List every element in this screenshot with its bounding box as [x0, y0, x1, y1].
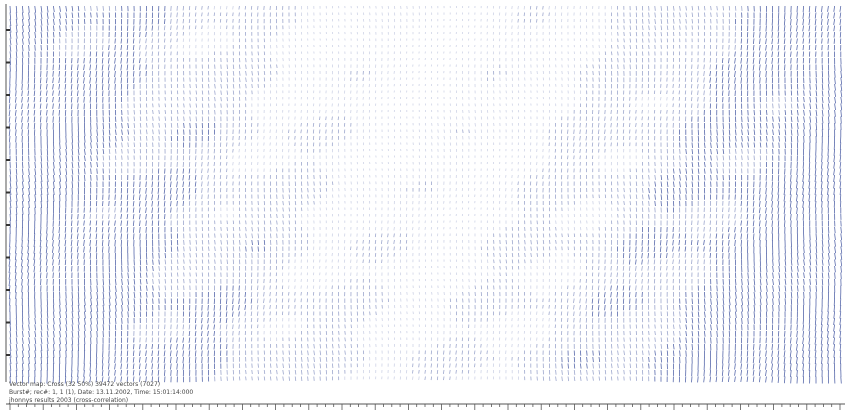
vector-map-window: Vector map: Cross (32 50%) 39472 vectors…	[0, 0, 849, 414]
caption-line: Burst#; rec#: 1, 1 (1), Date: 13.11.2002…	[9, 389, 193, 396]
caption-line: jhonnys results 2003 (cross-correlation)	[8, 397, 128, 404]
caption-line: Vector map: Cross (32 50%) 39472 vectors…	[9, 381, 160, 388]
